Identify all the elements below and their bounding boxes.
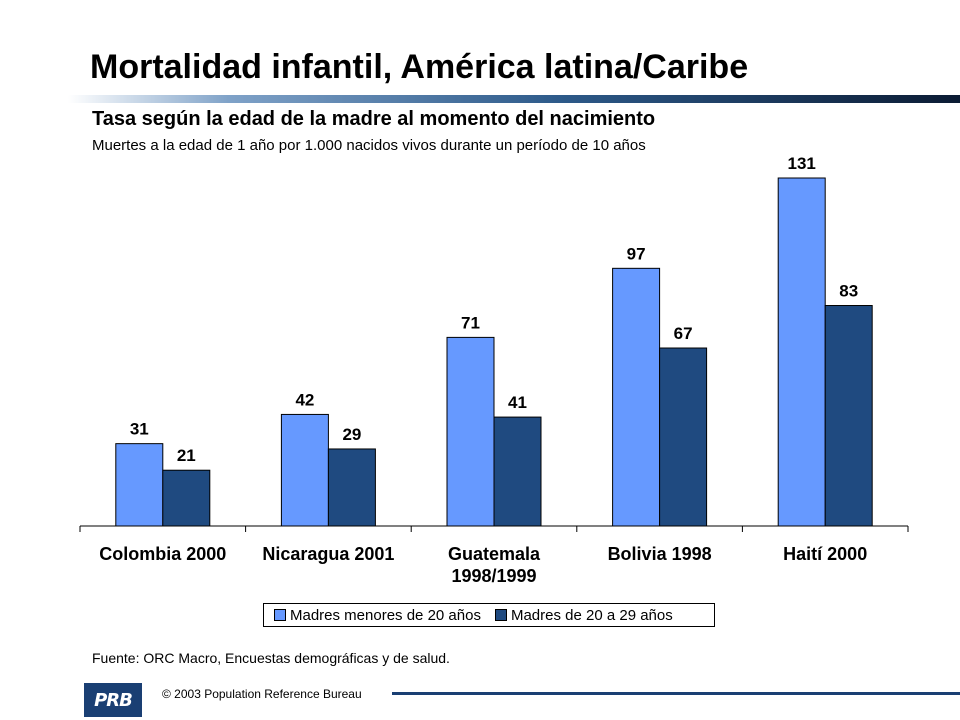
bar-20-29-4 — [824, 305, 873, 527]
category-label: Haití 2000 — [783, 544, 867, 564]
bar-under-20-2 — [446, 336, 495, 527]
copyright-text: © 2003 Population Reference Bureau — [162, 687, 362, 701]
bar-under-20-3 — [612, 267, 661, 527]
page-title: Mortalidad infantil, América latina/Cari… — [90, 48, 749, 86]
data-label: 41 — [508, 393, 527, 412]
prb-logo: PRB — [84, 683, 142, 717]
chart-description: Muertes a la edad de 1 año por 1.000 nac… — [92, 137, 646, 154]
bar-20-29-0 — [162, 469, 211, 527]
category-label: Bolivia 1998 — [608, 544, 712, 564]
chart-subtitle: Tasa según la edad de la madre al moment… — [92, 108, 656, 130]
chart-legend: Madres menores de 20 años Madres de 20 a… — [263, 603, 715, 627]
legend-swatch-20-29 — [494, 609, 507, 621]
data-label: 42 — [295, 390, 314, 409]
data-label: 71 — [461, 313, 480, 332]
bar-under-20-4 — [777, 177, 826, 527]
footer-divider — [392, 692, 960, 695]
category-label: Nicaragua 2001 — [262, 544, 394, 564]
bar-20-29-3 — [659, 347, 708, 527]
title-divider — [68, 95, 960, 103]
data-label: 67 — [674, 324, 693, 343]
category-label: 1998/1999 — [451, 566, 536, 586]
legend-item-20-29: Madres de 20 a 29 años — [494, 606, 673, 624]
bar-under-20-1 — [280, 413, 329, 527]
legend-label-20-29: Madres de 20 a 29 años — [510, 606, 673, 624]
data-label: 83 — [839, 282, 858, 301]
data-label: 97 — [627, 244, 646, 263]
source-note: Fuente: ORC Macro, Encuestas demográfica… — [92, 650, 450, 666]
category-label: Colombia 2000 — [99, 544, 226, 564]
data-label: 131 — [788, 154, 816, 173]
data-label: 31 — [130, 420, 149, 439]
legend-swatch-under-20 — [274, 609, 286, 621]
bar-chart: 31 21 Colombia 2000 42 29 Nicaragua 2001 71 41 G… — [79, 154, 909, 586]
bar-20-29-1 — [327, 448, 376, 527]
data-label: 21 — [177, 446, 196, 465]
legend-item-under-20: Madres menores de 20 años — [274, 607, 481, 624]
bar-20-29-2 — [493, 416, 542, 527]
legend-label-under-20: Madres menores de 20 años — [290, 606, 481, 624]
bar-under-20-0 — [115, 443, 164, 527]
data-label: 29 — [342, 425, 361, 444]
category-label: Guatemala — [448, 544, 541, 564]
